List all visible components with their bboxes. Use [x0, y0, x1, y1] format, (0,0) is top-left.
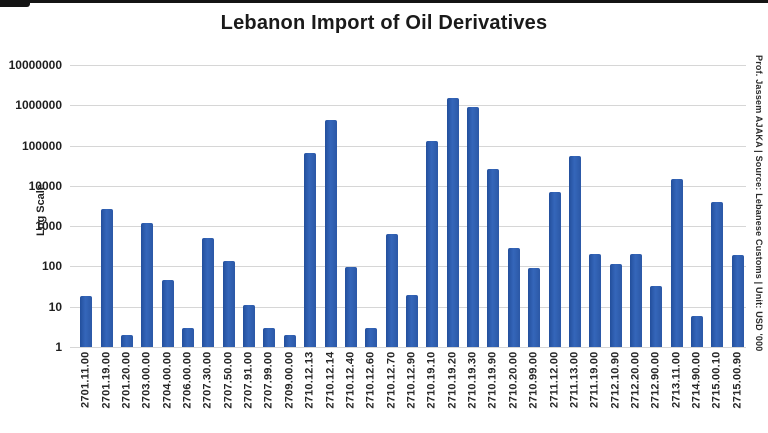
x-tick-label: 2710.19.30	[466, 351, 479, 409]
x-tick-label: 2713.11.00	[670, 351, 683, 408]
bar	[467, 107, 480, 347]
x-tick-label: 2707.91.00	[242, 351, 255, 409]
bar	[650, 286, 663, 347]
x-tick-label: 2710.12.90	[405, 351, 418, 409]
x-tick-label: 2711.19.00	[588, 351, 601, 408]
x-tick-label: 2710.12.70	[385, 351, 398, 409]
bar	[283, 334, 296, 347]
top-edge-artifact-blob	[0, 0, 30, 7]
bar	[507, 247, 520, 347]
y-tick-label: 10000000	[8, 58, 62, 72]
gridline	[70, 185, 746, 187]
y-tick-label: 1000000	[15, 98, 62, 113]
chart-title: Lebanon Import of Oil Derivatives	[220, 12, 548, 34]
x-tick-label: 2712.10.90	[609, 351, 622, 409]
bar	[568, 156, 581, 347]
bar	[609, 263, 622, 347]
attribution-note: Prof. Jassem AJAKA | Source: Lebanese Cu…	[754, 55, 764, 352]
x-tick-label: 2701.20.00	[120, 351, 133, 409]
bar	[731, 255, 744, 347]
x-tick-label: 2710.19.10	[425, 351, 438, 409]
bar	[141, 222, 154, 347]
bar	[670, 178, 683, 347]
x-tick-label: 2712.20.00	[629, 351, 642, 409]
bar	[182, 327, 194, 347]
x-tick-label: 2701.11.00	[79, 351, 92, 408]
x-tick-label: 2709.00.00	[283, 351, 296, 409]
x-tick-label: 2711.12.00	[548, 351, 561, 408]
x-tick-label: 2703.00.00	[140, 351, 153, 409]
x-tick-label: 2710.12.13	[303, 351, 316, 409]
x-tick-label: 2704.00.00	[161, 351, 174, 409]
gridline	[70, 65, 746, 66]
bar	[365, 327, 378, 347]
bar	[385, 233, 398, 347]
bar	[243, 305, 256, 347]
gridline	[70, 266, 746, 268]
x-tick-label: 2715.00.90	[731, 351, 744, 409]
bar	[324, 120, 337, 347]
y-tick-label: 100	[41, 259, 62, 274]
x-tick-label: 2710.99.00	[527, 351, 540, 409]
bar	[100, 208, 113, 347]
gridline	[70, 226, 746, 228]
bar	[630, 254, 642, 347]
x-tick-label: 2710.19.20	[446, 351, 459, 409]
bar	[528, 268, 541, 347]
bar	[589, 254, 602, 347]
x-tick-label: 2710.12.40	[344, 351, 357, 409]
gridline	[70, 347, 746, 348]
bar	[711, 201, 724, 347]
y-tick-label: 100000	[21, 138, 62, 153]
gridline	[70, 145, 746, 147]
x-tick-label: 2707.30.00	[201, 351, 214, 409]
bar	[446, 98, 459, 347]
bar	[80, 296, 93, 347]
top-edge-artifact	[0, 0, 768, 3]
bar	[202, 238, 215, 347]
x-tick-label: 2714.90.00	[690, 351, 703, 409]
bar	[161, 280, 174, 347]
y-tick-label: 1000	[35, 219, 62, 234]
x-tick-label: 2710.19.90	[486, 351, 499, 409]
y-tick-label: 10	[48, 299, 62, 314]
bar	[263, 327, 276, 347]
y-tick-label: 1	[55, 340, 62, 354]
x-tick-label: 2707.99.00	[262, 351, 275, 409]
x-tick-label: 2710.12.60	[364, 351, 377, 409]
bar	[120, 334, 133, 347]
x-tick-label: 2715.00.10	[710, 351, 723, 409]
bar	[548, 192, 561, 347]
x-tick-label: 2707.50.00	[222, 351, 235, 409]
bar	[426, 140, 439, 347]
x-tick-label: 2712.90.00	[649, 351, 662, 409]
x-tick-label: 2710.20.00	[507, 351, 520, 409]
bar	[487, 169, 500, 347]
x-tick-label: 2711.13.00	[568, 351, 581, 408]
x-tick-label: 2710.12.14	[324, 351, 337, 409]
bar	[691, 315, 704, 347]
gridline	[70, 105, 746, 107]
bar	[406, 295, 418, 347]
bar	[344, 267, 357, 347]
y-tick-label: 10000	[28, 178, 62, 193]
x-tick-label: 2701.19.00	[100, 351, 113, 409]
bar	[222, 260, 235, 347]
bar	[304, 153, 317, 347]
x-tick-label: 2706.00.00	[181, 351, 194, 409]
